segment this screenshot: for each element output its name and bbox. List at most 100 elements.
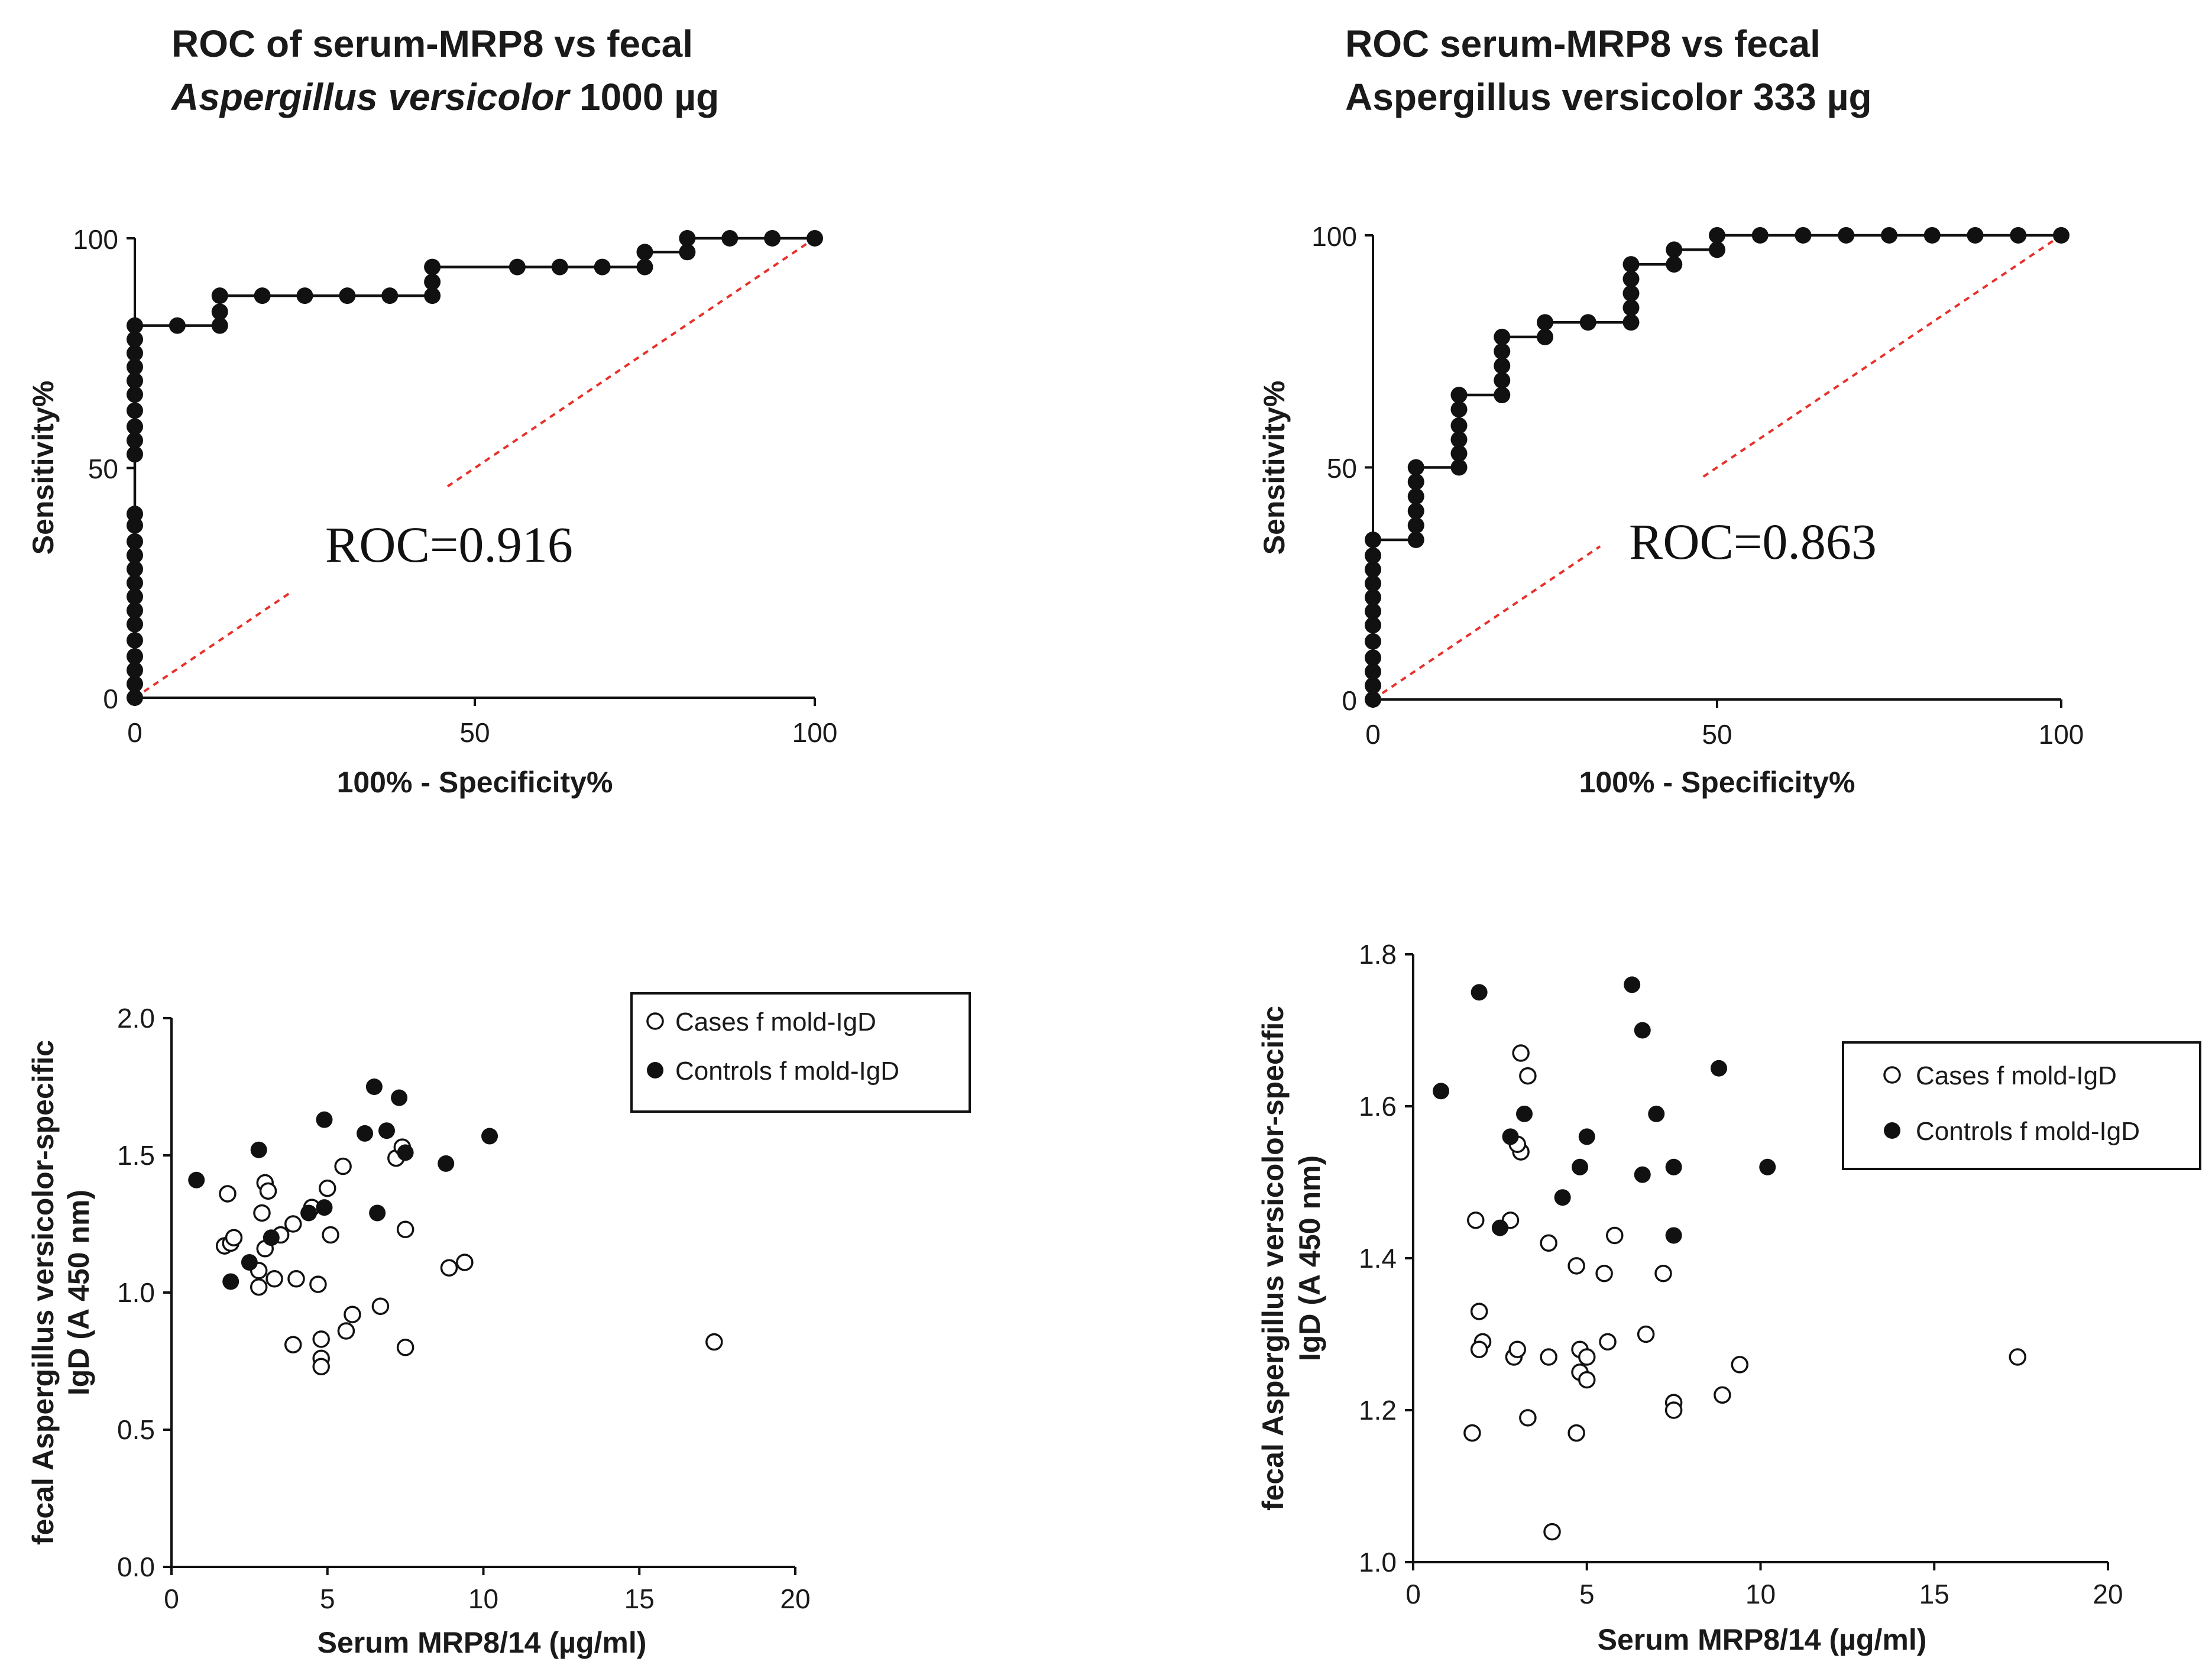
roc333-point	[1494, 357, 1511, 374]
scatter1000-case-point	[396, 1339, 414, 1356]
roc333-point	[1450, 445, 1468, 462]
roc333-xtick-0: 0	[1365, 719, 1381, 750]
roc333-point	[1407, 531, 1424, 548]
roc1000-reference-line-upper	[446, 237, 816, 488]
roc1000-xtick-50: 50	[459, 717, 490, 748]
scatter1000-case-point	[219, 1185, 237, 1203]
roc333-point	[1494, 387, 1511, 404]
roc1000-title-italic: Aspergillus versicolor	[170, 76, 571, 118]
roc1000-point	[127, 574, 143, 591]
scatter1000-control-point	[378, 1122, 395, 1139]
scatter1000-case-point	[287, 1270, 305, 1288]
scatter333-case-point	[1567, 1257, 1585, 1275]
roc333-point	[1923, 227, 1941, 244]
scatter1000-legend-cases: Cases f mold-IgD	[675, 1008, 876, 1037]
roc1000-point	[296, 287, 313, 305]
scatter1000-xtick-15: 15	[624, 1583, 655, 1614]
roc1000-reference-line-lower	[134, 591, 292, 699]
scatter333-control-point	[1634, 1022, 1651, 1039]
roc1000-point	[424, 287, 441, 305]
roc333-point	[1622, 314, 1640, 331]
scatter333-control-point	[1572, 1158, 1588, 1175]
scatter333-control-point	[1433, 1083, 1449, 1100]
roc333-point	[1838, 227, 1855, 244]
scatter1000-control-point	[365, 1078, 383, 1095]
scatter333-case-point	[1470, 1303, 1488, 1320]
roc1000-point	[127, 547, 143, 564]
roc333-point	[1494, 372, 1511, 389]
scatter333-case-point	[1540, 1348, 1557, 1366]
roc333-ytick-100: 100	[1311, 221, 1357, 252]
roc1000-point	[127, 432, 143, 449]
scatter333-legend: Cases f mold-IgD Controls f mold-IgD	[1842, 1041, 2201, 1170]
roc1000-point	[127, 648, 143, 665]
scatter1000-case-point	[456, 1254, 474, 1271]
roc1000-point	[127, 662, 143, 679]
roc1000-xlabel: 100% - Specificity%	[337, 766, 613, 799]
roc333-point	[1365, 677, 1381, 694]
scatter1000-ylabel-line1: fecal Aspergillus versicolor-specific	[27, 1040, 60, 1545]
scatter1000-legend-filled-marker	[647, 1062, 663, 1078]
roc1000-point	[127, 533, 143, 550]
scatter1000-ylabel-line2: IgD (A 450 nm)	[62, 1190, 95, 1395]
scatter1000-case-point	[322, 1226, 339, 1244]
scatter333-legend-cases: Cases f mold-IgD	[1916, 1061, 2117, 1090]
roc1000-point	[381, 287, 399, 305]
roc333-title-line2: Aspergillus versicolor 333 µg	[1345, 76, 1872, 118]
scatter1000-case-point	[344, 1306, 361, 1323]
scatter333-xlabel: Serum MRP8/14 (µg/ml)	[1598, 1623, 1927, 1656]
roc333-point	[1751, 227, 1769, 244]
scatter333-control-point	[1648, 1105, 1665, 1122]
roc333-point	[1365, 561, 1381, 578]
scatter333-case-point	[1654, 1264, 1672, 1282]
roc333-point	[1795, 227, 1812, 244]
scatter1000-xtick-20: 20	[780, 1583, 810, 1614]
scatter1000-case-point	[225, 1229, 243, 1246]
roc333-point	[2053, 227, 2070, 244]
scatter333-control-point	[1554, 1189, 1571, 1206]
roc333-panel: ROC serum-MRP8 vs fecal Aspergillus vers…	[1258, 22, 2084, 799]
scatter1000-case-point	[319, 1179, 336, 1197]
roc333-point	[1494, 328, 1511, 345]
roc333-point	[1365, 547, 1381, 564]
scatter1000-control-point	[250, 1141, 267, 1158]
scatter333-control-point	[1491, 1219, 1508, 1236]
roc1000-auc-label: ROC=0.916	[325, 516, 573, 573]
scatter1000-xtick-5: 5	[320, 1583, 335, 1614]
roc333-point	[1537, 314, 1553, 331]
roc333-point	[1365, 589, 1381, 606]
roc1000-point	[594, 258, 611, 276]
scatter1000-control-point	[241, 1254, 258, 1271]
roc333-point	[1967, 227, 1984, 244]
scatter1000-case-point	[396, 1220, 414, 1239]
scatter333-ytick-1.0: 1.0	[1359, 1547, 1397, 1578]
scatter333-control-point	[1759, 1158, 1776, 1175]
scatter333-ytick-1.6: 1.6	[1359, 1091, 1397, 1122]
scatter1000-legend: Cases f mold-IgD Controls f mold-IgD	[630, 992, 971, 1113]
scatter333-case-point	[1540, 1234, 1557, 1252]
scatter333-xtick-20: 20	[2093, 1579, 2123, 1609]
roc333-point	[1622, 256, 1640, 273]
scatter333-case-point	[1519, 1067, 1537, 1085]
scatter1000-case-point	[312, 1330, 330, 1348]
roc1000-point	[127, 372, 143, 389]
roc1000-point	[127, 446, 143, 463]
scatter1000-control-point	[438, 1155, 455, 1172]
scatter1000-ytick-0.5: 0.5	[117, 1414, 155, 1445]
scatter333-case-point	[1578, 1348, 1596, 1366]
roc333-point	[1407, 517, 1424, 534]
scatter1000-case-point	[284, 1336, 302, 1353]
scatter1000-panel: 2.0 1.5 1.0 0.5 0.0 0 5 10 15 20 Serum M…	[27, 992, 971, 1659]
roc333-point	[1622, 285, 1640, 302]
roc1000-point	[211, 303, 228, 320]
roc333-point	[1365, 575, 1381, 592]
scatter1000-case-point	[440, 1259, 458, 1277]
scatter1000-legend-open-marker	[646, 1012, 664, 1030]
roc1000-point	[636, 244, 653, 261]
roc333-point	[1622, 270, 1640, 287]
scatter1000-control-point	[222, 1273, 239, 1290]
scatter333-legend-filled-marker	[1884, 1122, 1900, 1139]
roc1000-point	[127, 588, 143, 605]
roc333-point	[1622, 299, 1640, 316]
